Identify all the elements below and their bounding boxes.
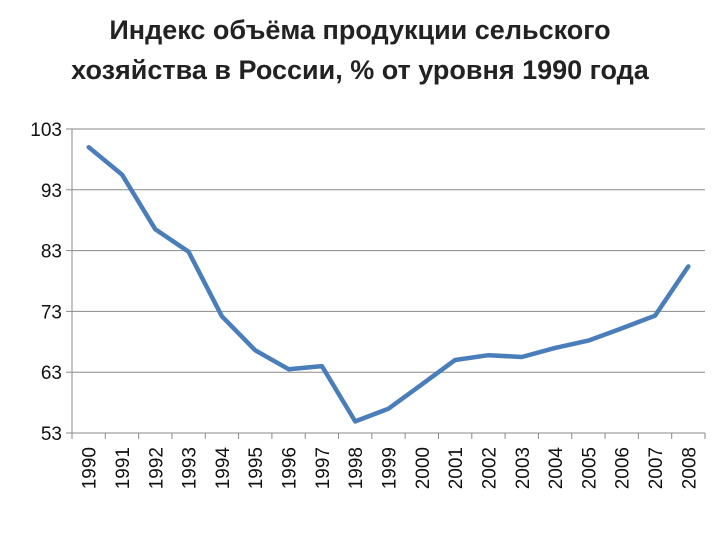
x-tick-label: 2008 xyxy=(679,447,700,489)
x-tick-labels: 1990 1991 1992 1993 1994 1995 1996 1997 1998 1999… xyxy=(80,447,701,490)
x-tick-label: 1995 xyxy=(246,447,267,489)
x-tick-label: 1997 xyxy=(313,447,334,489)
chart-title-line-1: Индекс объёма продукции сельского xyxy=(109,15,611,45)
x-tick-label: 1994 xyxy=(213,447,234,490)
x-tick-label: 1996 xyxy=(280,447,301,489)
series xyxy=(86,144,691,424)
gridlines xyxy=(72,128,705,434)
y-tick-label: 83 xyxy=(41,242,62,263)
x-tick-label: 2006 xyxy=(613,447,634,489)
x-tick-label: 2004 xyxy=(546,447,567,490)
x-tick-label: 2003 xyxy=(513,447,534,489)
y-tick-labels: 103 93 83 73 63 53 xyxy=(30,120,62,445)
x-tick-label: 2005 xyxy=(579,447,600,489)
x-tick-label: 1998 xyxy=(346,447,367,489)
chart-title: Индекс объёма продукции сельского хозяйс… xyxy=(0,10,720,90)
x-tick-label: 2001 xyxy=(446,447,467,489)
chart-title-line-2: хозяйства в России, % от уровня 1990 год… xyxy=(71,55,649,85)
y-tick-label: 63 xyxy=(41,363,62,384)
x-tick-label: 2007 xyxy=(646,447,667,489)
y-tick-label: 53 xyxy=(41,424,62,445)
axes xyxy=(66,128,706,439)
x-tick-label: 2000 xyxy=(413,447,434,489)
x-tick-label: 2002 xyxy=(479,447,500,489)
y-tick-label: 93 xyxy=(41,181,62,202)
y-tick-label: 103 xyxy=(30,120,62,141)
series-line xyxy=(86,144,691,424)
x-tick-label: 1992 xyxy=(146,447,167,489)
x-tick-label: 1991 xyxy=(113,447,134,489)
x-tick-label: 1993 xyxy=(180,447,201,489)
y-tick-label: 73 xyxy=(41,302,62,323)
x-tick-label: 1999 xyxy=(380,447,401,489)
x-tick-label: 1990 xyxy=(80,447,101,489)
